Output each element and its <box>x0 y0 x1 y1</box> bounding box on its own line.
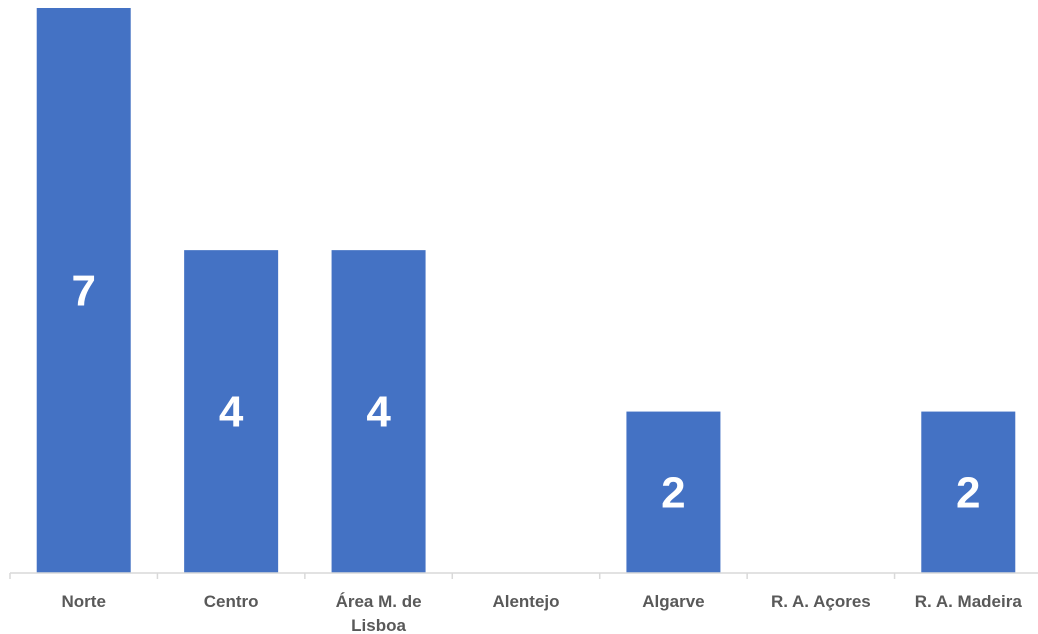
bar <box>626 411 721 573</box>
category-label-line: R. A. Madeira <box>915 592 1023 611</box>
category-label-line: R. A. Açores <box>771 592 871 611</box>
category-label-line: Lisboa <box>351 616 406 634</box>
category-label: R. A. Madeira <box>915 592 1023 611</box>
x-axis-ticks <box>9 573 896 579</box>
category-label: Algarve <box>642 592 704 611</box>
bar-data-label: 2 <box>661 468 685 517</box>
bar-data-label: 4 <box>219 388 244 437</box>
bars-group: 7 4 4 2 2 <box>36 8 1016 573</box>
category-label: Centro <box>204 592 259 611</box>
category-label: Alentejo <box>492 592 559 611</box>
category-label-line: Algarve <box>642 592 704 611</box>
category-label: Norte <box>62 592 106 611</box>
category-labels: Norte Centro Área M. de Lisboa Alentejo Algar… <box>62 592 1023 634</box>
category-label-line: Alentejo <box>492 592 559 611</box>
bar <box>184 250 279 573</box>
category-label-line: Centro <box>204 592 259 611</box>
category-label: R. A. Açores <box>771 592 871 611</box>
bar <box>331 250 426 573</box>
category-label-line: Área M. de <box>336 592 422 611</box>
category-label: Área M. de Lisboa <box>336 592 422 634</box>
bar-data-label: 7 <box>71 267 95 316</box>
bar-data-label: 2 <box>956 468 980 517</box>
bar <box>921 411 1016 573</box>
bar-data-label: 4 <box>366 388 391 437</box>
category-label-line: Norte <box>62 592 106 611</box>
bar <box>36 8 131 573</box>
